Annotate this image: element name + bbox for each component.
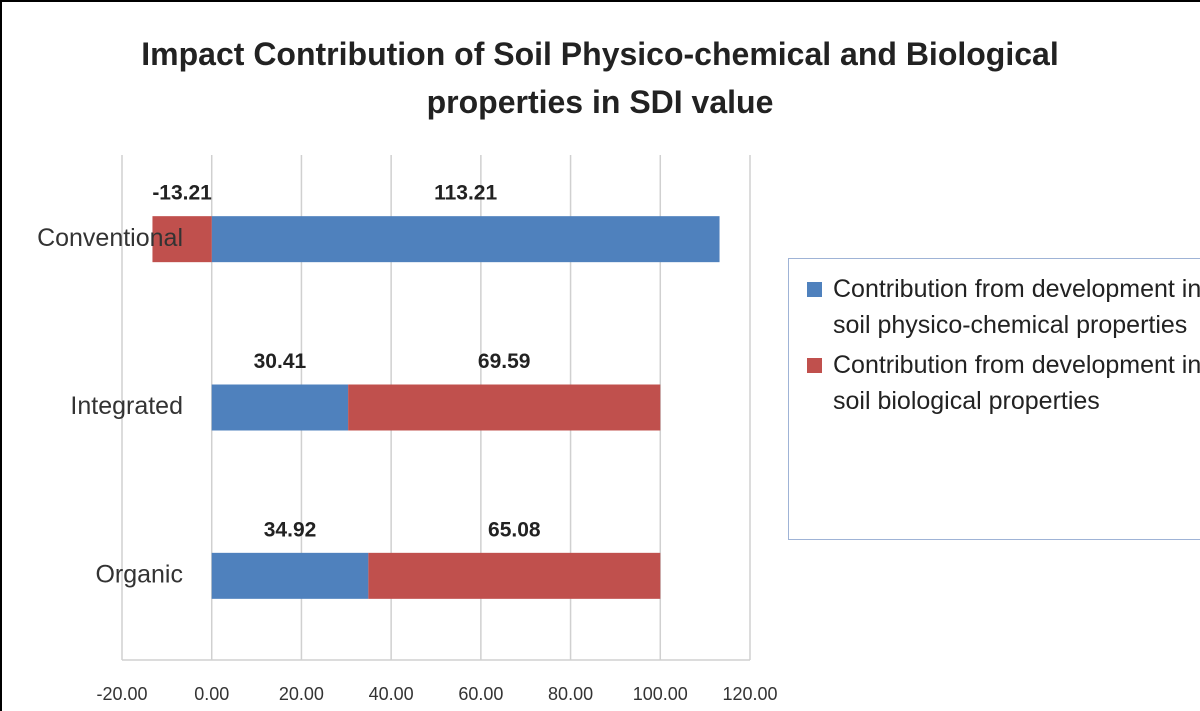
chart-title: Impact Contribution of Soil Physico-chem… xyxy=(141,36,1059,120)
x-tick-label: 0.00 xyxy=(194,684,229,704)
bar xyxy=(348,384,661,431)
x-tick-label: 100.00 xyxy=(633,684,688,704)
legend-swatch xyxy=(807,358,822,373)
legend: Contribution from development in soil ph… xyxy=(788,258,1200,540)
bar xyxy=(211,552,369,599)
x-tick-label: 60.00 xyxy=(458,684,503,704)
x-tick-label: -20.00 xyxy=(96,684,147,704)
data-label: 34.92 xyxy=(264,518,317,541)
bar xyxy=(152,216,212,263)
bar xyxy=(211,384,349,431)
x-tick-label: 20.00 xyxy=(279,684,324,704)
legend-item: Contribution from development in soil ph… xyxy=(807,271,1200,343)
bar xyxy=(211,216,720,263)
legend-label: Contribution from development in soil ph… xyxy=(833,275,1200,339)
data-label: 69.59 xyxy=(478,350,531,373)
y-tick-label: Integrated xyxy=(70,392,183,420)
data-label: -13.21 xyxy=(152,182,212,205)
data-label: 30.41 xyxy=(254,350,307,373)
y-tick-label: Conventional xyxy=(37,224,183,252)
legend-swatch xyxy=(807,282,822,297)
data-label: 113.21 xyxy=(434,182,497,205)
bar xyxy=(368,552,661,599)
x-tick-label: 80.00 xyxy=(548,684,593,704)
y-tick-label: Organic xyxy=(95,560,183,588)
legend-item: Contribution from development in soil bi… xyxy=(807,347,1200,419)
x-tick-label: 40.00 xyxy=(369,684,414,704)
x-tick-label: 120.00 xyxy=(722,684,777,704)
legend-label: Contribution from development in soil bi… xyxy=(833,351,1200,415)
data-label: 65.08 xyxy=(488,518,541,541)
